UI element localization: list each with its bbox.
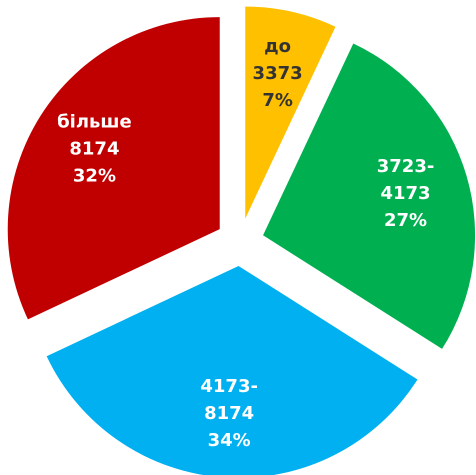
slice-value-label: 32% <box>73 166 116 187</box>
slice-label: 3723- <box>377 156 435 177</box>
pie-slice <box>7 17 220 320</box>
pie-slice <box>263 43 476 349</box>
slice-label: 4173- <box>200 376 258 397</box>
slice-value-label: 27% <box>384 210 427 231</box>
slice-label: до <box>264 36 291 57</box>
slice-value-label: 34% <box>208 430 251 451</box>
slice-label: 8174 <box>204 403 254 424</box>
slice-label: 8174 <box>69 139 119 160</box>
pie-slice <box>245 6 336 219</box>
slice-label: 4173 <box>380 183 430 204</box>
slice-label: більше <box>57 112 132 133</box>
pie-slice <box>46 265 418 475</box>
slice-value-label: 7% <box>262 90 293 111</box>
slice-label: 3373 <box>253 63 303 84</box>
